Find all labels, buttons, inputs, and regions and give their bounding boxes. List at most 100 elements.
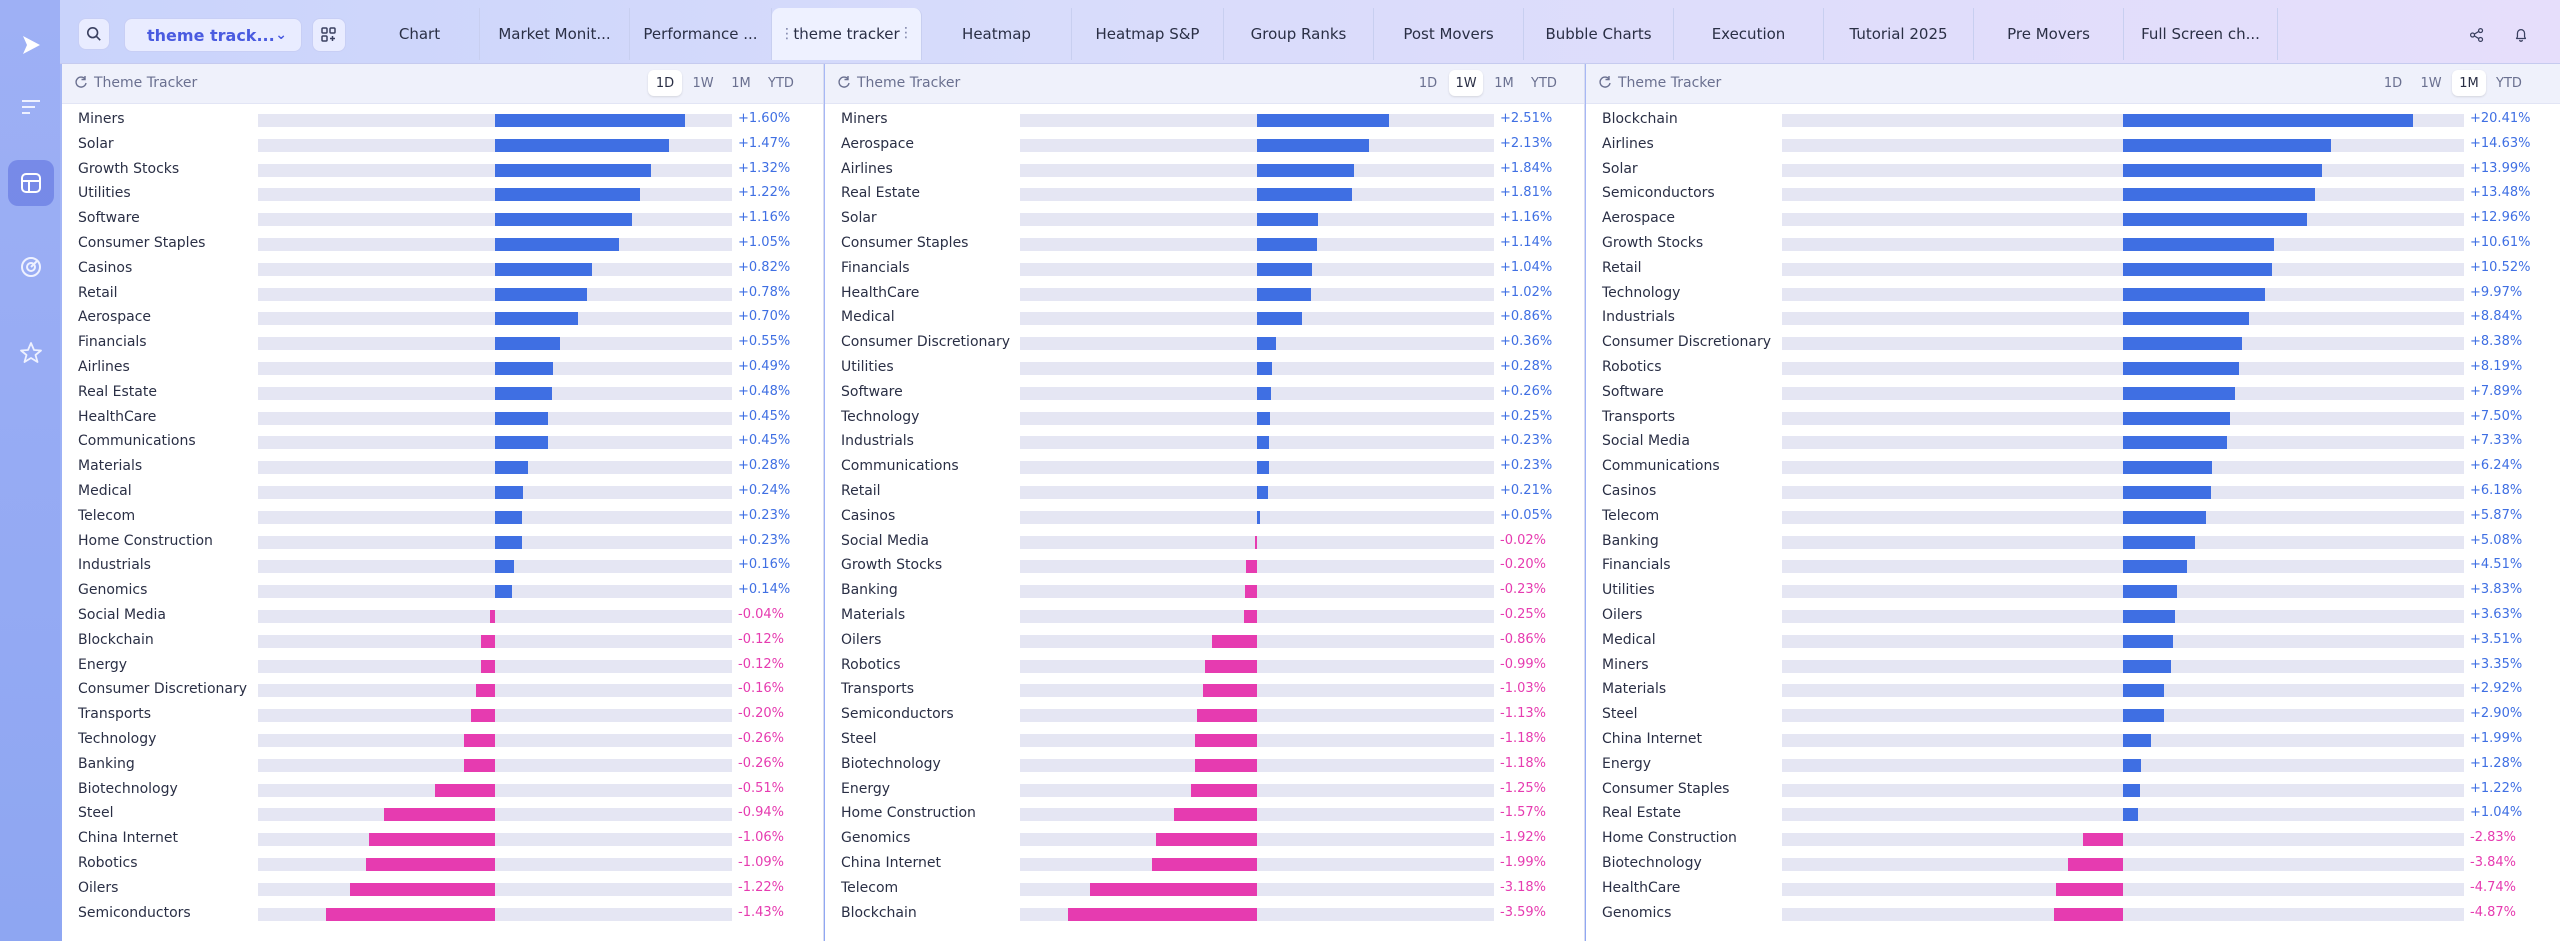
theme-row[interactable]: Aerospace +12.96% <box>1586 207 2560 232</box>
star-icon[interactable] <box>8 330 54 376</box>
tab-heatmap-sp[interactable]: Heatmap S&P <box>1072 8 1224 60</box>
theme-row[interactable]: Industrials +0.16% <box>62 554 823 579</box>
theme-row[interactable]: Financials +4.51% <box>1586 554 2560 579</box>
theme-row[interactable]: Transports -1.03% <box>825 678 1584 703</box>
tab-market-monitor[interactable]: Market Monit... <box>480 8 630 60</box>
theme-row[interactable]: Retail +10.52% <box>1586 257 2560 282</box>
theme-row[interactable]: Social Media -0.02% <box>825 530 1584 555</box>
theme-row[interactable]: Energy -1.25% <box>825 778 1584 803</box>
drag-handle-icon[interactable]: ⋮⋮ <box>780 26 808 42</box>
tab-bubble-charts[interactable]: Bubble Charts <box>1524 8 1674 60</box>
theme-row[interactable]: Banking -0.26% <box>62 753 823 778</box>
theme-row[interactable]: Blockchain +20.41% <box>1586 108 2560 133</box>
theme-row[interactable]: Oilers +3.63% <box>1586 604 2560 629</box>
radar-icon[interactable] <box>8 244 54 290</box>
theme-row[interactable]: Genomics -1.92% <box>825 827 1584 852</box>
refresh-icon[interactable] <box>837 75 851 89</box>
theme-row[interactable]: Retail +0.21% <box>825 480 1584 505</box>
period-1d-button[interactable]: 1D <box>2383 75 2403 91</box>
tab-execution[interactable]: Execution <box>1674 8 1824 60</box>
theme-row[interactable]: Home Construction -2.83% <box>1586 827 2560 852</box>
theme-row[interactable]: Industrials +0.23% <box>825 430 1584 455</box>
list-icon[interactable] <box>8 84 54 130</box>
theme-row[interactable]: Telecom +0.23% <box>62 505 823 530</box>
theme-row[interactable]: Social Media +7.33% <box>1586 430 2560 455</box>
period-1d-button[interactable]: 1D <box>1418 75 1438 91</box>
theme-row[interactable]: Consumer Staples +1.05% <box>62 232 823 257</box>
theme-row[interactable]: Industrials +8.84% <box>1586 306 2560 331</box>
period-1m-button[interactable]: 1M <box>2452 70 2486 96</box>
period-1w-button[interactable]: 1W <box>1449 70 1483 96</box>
tab-pre-movers[interactable]: Pre Movers <box>1974 8 2124 60</box>
logo-icon[interactable] <box>8 22 54 68</box>
bell-icon[interactable] <box>2506 20 2536 50</box>
theme-row[interactable]: Banking +5.08% <box>1586 530 2560 555</box>
theme-row[interactable]: Robotics -0.99% <box>825 654 1584 679</box>
tab-menu-icon[interactable]: ⋮ <box>899 25 913 41</box>
theme-row[interactable]: Utilities +0.28% <box>825 356 1584 381</box>
theme-row[interactable]: Solar +13.99% <box>1586 158 2560 183</box>
theme-row[interactable]: Steel +2.90% <box>1586 703 2560 728</box>
theme-row[interactable]: Financials +1.04% <box>825 257 1584 282</box>
theme-row[interactable]: Communications +0.23% <box>825 455 1584 480</box>
theme-row[interactable]: Semiconductors -1.13% <box>825 703 1584 728</box>
period-1m-button[interactable]: 1M <box>731 75 751 91</box>
theme-row[interactable]: Software +0.26% <box>825 381 1584 406</box>
theme-row[interactable]: HealthCare +1.02% <box>825 282 1584 307</box>
theme-row[interactable]: Blockchain -0.12% <box>62 629 823 654</box>
theme-row[interactable]: Airlines +1.84% <box>825 158 1584 183</box>
theme-row[interactable]: Transports -0.20% <box>62 703 823 728</box>
theme-row[interactable]: HealthCare +0.45% <box>62 406 823 431</box>
period-ytd-button[interactable]: YTD <box>2496 75 2522 91</box>
theme-row[interactable]: Casinos +0.05% <box>825 505 1584 530</box>
theme-row[interactable]: Consumer Discretionary +8.38% <box>1586 331 2560 356</box>
refresh-icon[interactable] <box>74 75 88 89</box>
theme-row[interactable]: Consumer Discretionary +0.36% <box>825 331 1584 356</box>
period-ytd-button[interactable]: YTD <box>768 75 794 91</box>
theme-row[interactable]: Energy +1.28% <box>1586 753 2560 778</box>
theme-row[interactable]: Blockchain -3.59% <box>825 902 1584 927</box>
tab-theme-tracker[interactable]: ⋮⋮ theme tracker ⋮ <box>772 8 922 60</box>
theme-row[interactable]: Robotics -1.09% <box>62 852 823 877</box>
theme-row[interactable]: Miners +2.51% <box>825 108 1584 133</box>
theme-row[interactable]: Home Construction -1.57% <box>825 802 1584 827</box>
theme-row[interactable]: Retail +0.78% <box>62 282 823 307</box>
theme-row[interactable]: Utilities +3.83% <box>1586 579 2560 604</box>
tab-performance[interactable]: Performance ... <box>630 8 772 60</box>
theme-row[interactable]: Aerospace +2.13% <box>825 133 1584 158</box>
period-1d-button[interactable]: 1D <box>648 70 682 96</box>
widgets-button[interactable] <box>312 18 346 52</box>
share-icon[interactable] <box>2462 20 2492 50</box>
theme-row[interactable]: Consumer Discretionary -0.16% <box>62 678 823 703</box>
theme-row[interactable]: Miners +1.60% <box>62 108 823 133</box>
theme-row[interactable]: China Internet -1.06% <box>62 827 823 852</box>
theme-row[interactable]: Materials -0.25% <box>825 604 1584 629</box>
theme-row[interactable]: Communications +6.24% <box>1586 455 2560 480</box>
theme-row[interactable]: Materials +2.92% <box>1586 678 2560 703</box>
theme-row[interactable]: Real Estate +0.48% <box>62 381 823 406</box>
theme-row[interactable]: Technology -0.26% <box>62 728 823 753</box>
search-button[interactable] <box>78 18 110 50</box>
theme-row[interactable]: Oilers -0.86% <box>825 629 1584 654</box>
theme-row[interactable]: Software +7.89% <box>1586 381 2560 406</box>
period-1w-button[interactable]: 1W <box>2420 75 2442 91</box>
theme-row[interactable]: Growth Stocks +1.32% <box>62 158 823 183</box>
theme-row[interactable]: Growth Stocks +10.61% <box>1586 232 2560 257</box>
theme-row[interactable]: Consumer Staples +1.14% <box>825 232 1584 257</box>
refresh-icon[interactable] <box>1598 75 1612 89</box>
theme-row[interactable]: Steel -1.18% <box>825 728 1584 753</box>
theme-row[interactable]: China Internet -1.99% <box>825 852 1584 877</box>
theme-row[interactable]: Solar +1.16% <box>825 207 1584 232</box>
theme-row[interactable]: Aerospace +0.70% <box>62 306 823 331</box>
theme-row[interactable]: Biotechnology -3.84% <box>1586 852 2560 877</box>
theme-row[interactable]: Casinos +0.82% <box>62 257 823 282</box>
theme-row[interactable]: Communications +0.45% <box>62 430 823 455</box>
tab-chart[interactable]: Chart <box>360 8 480 60</box>
layout-icon[interactable] <box>8 160 54 206</box>
theme-row[interactable]: China Internet +1.99% <box>1586 728 2560 753</box>
period-ytd-button[interactable]: YTD <box>1531 75 1557 91</box>
theme-row[interactable]: Growth Stocks -0.20% <box>825 554 1584 579</box>
theme-row[interactable]: Telecom -3.18% <box>825 877 1584 902</box>
tab-heatmap[interactable]: Heatmap <box>922 8 1072 60</box>
layout-select[interactable]: theme track... ⌄ <box>124 18 302 52</box>
